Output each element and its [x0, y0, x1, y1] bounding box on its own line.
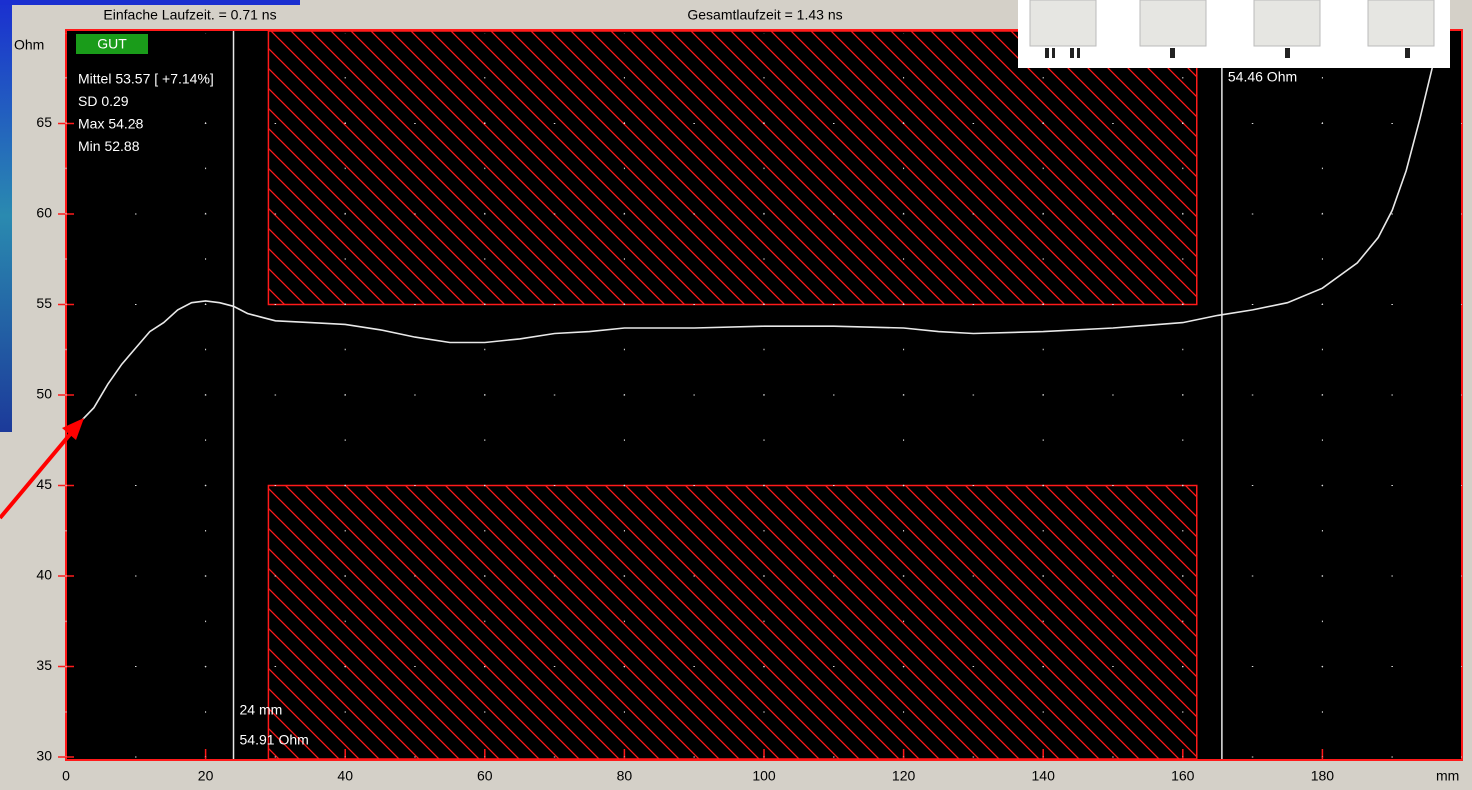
- y-tick-label: 35: [36, 657, 52, 673]
- stat-line: SD 0.29: [78, 93, 129, 109]
- page: 24 mm 54.91 Ohm 54.46 Ohm Mittel 53.57 [ +7…: [0, 0, 1472, 790]
- y-tick-label: 40: [36, 567, 52, 583]
- status-text: GUT: [97, 36, 127, 52]
- x-tick-label: 20: [198, 768, 214, 784]
- x-tick-label: 60: [477, 768, 493, 784]
- header-label: Einfache Laufzeit. = 0.71 ns: [103, 7, 276, 23]
- x-tick-label: 100: [752, 768, 776, 784]
- y-tick-label: 60: [36, 205, 52, 221]
- y-tick-label: 45: [36, 476, 52, 492]
- stat-line: Mittel 53.57 [ +7.14%]: [78, 71, 214, 87]
- x-tick-label: 160: [1171, 768, 1195, 784]
- x-axis-label: mm: [1436, 768, 1459, 784]
- y-axis-label: Ohm: [14, 37, 44, 53]
- x-tick-label: 120: [892, 768, 916, 784]
- y-tick-label: 55: [36, 295, 52, 311]
- stat-line: Min 52.88: [78, 138, 140, 154]
- x-tick-label: 180: [1311, 768, 1335, 784]
- cursor-label: 54.46 Ohm: [1228, 69, 1297, 85]
- background-slide-top: [0, 0, 300, 5]
- lower-limit-zone: [268, 486, 1196, 760]
- x-tick-label: 40: [337, 768, 353, 784]
- y-tick-label: 30: [36, 748, 52, 764]
- stat-line: Max 54.28: [78, 116, 144, 132]
- header-label: Gesamtlaufzeit = 1.43 ns: [687, 7, 842, 23]
- x-tick-label: 140: [1032, 768, 1056, 784]
- x-tick-label: 0: [62, 768, 70, 784]
- cursor-label: 54.91 Ohm: [240, 732, 309, 748]
- chart: 24 mm 54.91 Ohm 54.46 Ohm Mittel 53.57 [ +7…: [0, 0, 1472, 790]
- upper-limit-zone: [268, 31, 1196, 305]
- cursor-label: 24 mm: [240, 702, 283, 718]
- background-slide: [0, 0, 12, 432]
- y-tick-label: 65: [36, 114, 52, 130]
- inset-photo: [1018, 0, 1450, 68]
- y-tick-label: 50: [36, 386, 52, 402]
- x-tick-label: 80: [617, 768, 633, 784]
